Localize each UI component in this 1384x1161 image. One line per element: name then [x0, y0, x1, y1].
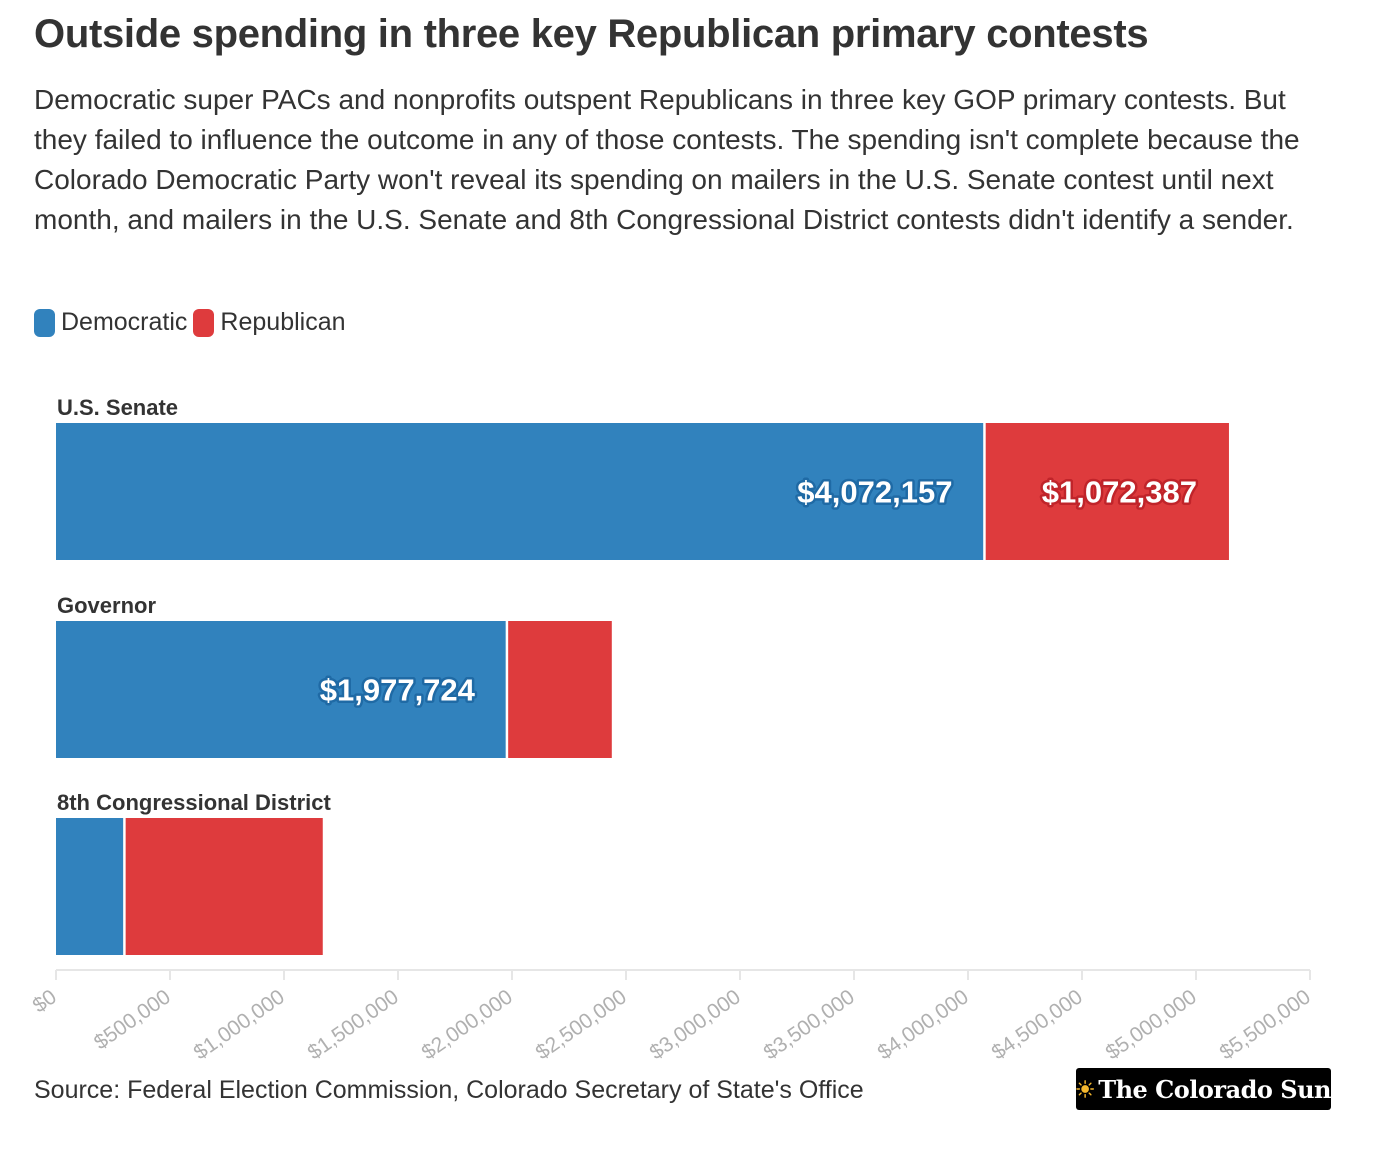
- source-note: Source: Federal Election Commission, Col…: [34, 1076, 864, 1104]
- x-tick-label: $1,000,000: [190, 985, 289, 1060]
- x-tick-label: $5,000,000: [1102, 985, 1201, 1060]
- legend: Democratic Republican: [34, 308, 352, 337]
- bar-republican-8th-congressional-district[interactable]: [124, 818, 323, 955]
- sun-icon: [1076, 1080, 1095, 1098]
- x-tick-label: $4,000,000: [874, 985, 973, 1060]
- category-label-u-s-senate: U.S. Senate: [57, 395, 178, 420]
- legend-label-republican: Republican: [220, 308, 346, 336]
- data-label-democratic-governor: $1,977,724: [320, 673, 476, 708]
- legend-swatch-republican: [193, 308, 215, 337]
- x-tick-label: $2,000,000: [418, 985, 517, 1060]
- bar-republican-u-s-senate[interactable]: [984, 423, 1229, 560]
- x-tick-label: $4,500,000: [988, 985, 1087, 1060]
- x-tick-label: $1,500,000: [304, 985, 403, 1060]
- legend-item-democratic[interactable]: Democratic: [34, 308, 187, 337]
- x-tick-label: $3,000,000: [646, 985, 745, 1060]
- bar-democratic-governor[interactable]: [56, 621, 507, 758]
- legend-label-democratic: Democratic: [61, 308, 188, 336]
- chart-title: Outside spending in three key Republican…: [34, 12, 1149, 56]
- chart-subtitle: Democratic super PACs and nonprofits out…: [34, 84, 1300, 235]
- bar-chart: U.S. Senate $4,072,157 $1,072,387 Governor $…: [29, 395, 1315, 1060]
- bar-democratic-u-s-senate[interactable]: [56, 423, 985, 560]
- legend-swatch-democratic: [34, 308, 55, 337]
- x-tick-label: $500,000: [90, 985, 175, 1054]
- colorado-sun-logo[interactable]: The Colorado Sun: [1076, 1068, 1331, 1110]
- legend-item-republican[interactable]: Republican: [193, 308, 346, 337]
- x-tick-label: $2,500,000: [532, 985, 631, 1060]
- x-tick-label: $5,500,000: [1216, 985, 1315, 1060]
- category-label-governor: Governor: [57, 593, 156, 618]
- bar-republican-governor[interactable]: [506, 621, 612, 758]
- bar-democratic-8th-congressional-district[interactable]: [56, 818, 125, 955]
- category-label-8th-congressional-district: 8th Congressional District: [57, 790, 332, 815]
- data-label-republican-u-s-senate: $1,072,387: [1042, 475, 1197, 510]
- x-tick-label: $3,500,000: [760, 985, 859, 1060]
- data-label-democratic-u-s-senate: $4,072,157: [797, 475, 952, 510]
- logo-text: The Colorado Sun: [1098, 1074, 1331, 1104]
- x-tick-label: $0: [29, 985, 61, 1017]
